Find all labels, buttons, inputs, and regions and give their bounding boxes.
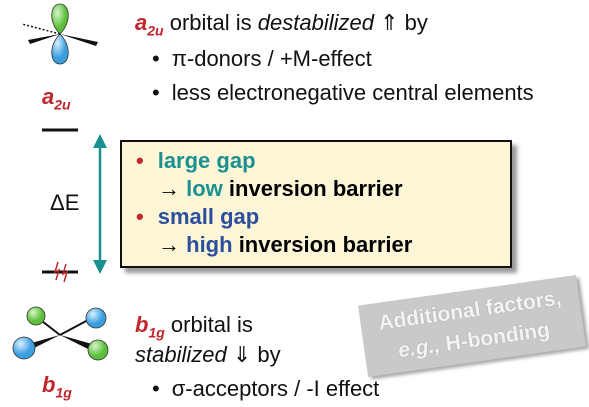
word: high [186,232,233,257]
label: b1g [42,372,72,400]
symbol: a2u [135,10,164,39]
gap-arrow [93,134,107,274]
symbol-letter: b [135,312,149,337]
abbr: e.g., [396,333,442,363]
subscript: 1g [55,384,72,401]
word: low [186,176,223,201]
text: inversion barrier [238,232,413,257]
row: → high inversion barrier [158,232,412,258]
bullet: σ-acceptors / -I effect [152,376,380,402]
top-line: a2u orbital is destabilized ⇑ by [135,10,428,38]
bullet: less electronegative central elements [152,80,534,106]
emphasis: stabilized [135,342,227,367]
subscript: 2u [54,96,71,113]
bottom-line: stabilized ⇓ by [135,342,281,368]
text: small gap [157,204,260,229]
symbol-letter: b [42,372,56,397]
text: by [404,10,428,35]
subscript: 2u [147,22,164,39]
arrow: ⇑ [380,10,399,35]
emphasis: destabilized [257,10,374,35]
arrow: ⇓ [232,342,252,367]
bottom-line: b1g orbital is [135,312,253,340]
a2u-molecule [21,3,98,65]
symbol-letter: a [42,84,55,109]
text: large gap [157,148,256,173]
bullet: π-donors / +M-effect [152,46,372,72]
subscript: 1g [148,324,165,341]
row: → low inversion barrier [158,176,403,202]
symbol: b1g [135,312,165,341]
row: • small gap [136,204,260,229]
label: a2u [42,84,71,112]
text: orbital is [170,312,253,337]
text: orbital is [169,10,252,35]
symbol-letter: a [135,10,148,35]
arrow: → [158,232,180,257]
delta: ΔE [50,190,80,215]
gap-box: • large gap → low inversion barrier • smal… [120,140,512,268]
text: inversion barrier [228,176,403,201]
b1g-molecule [12,306,109,361]
row: • large gap [136,148,256,173]
electrons [53,261,69,283]
text: by [257,342,281,367]
arrow: → [158,176,180,201]
